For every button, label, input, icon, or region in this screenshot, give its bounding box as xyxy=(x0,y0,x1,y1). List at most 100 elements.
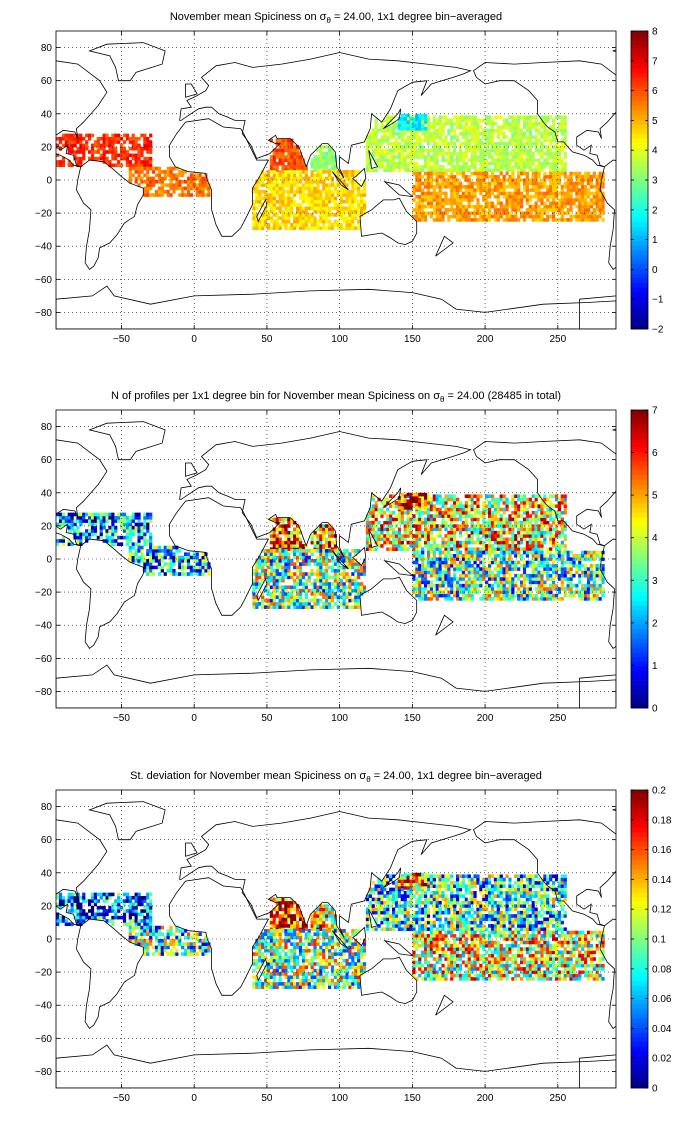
y-tick-label: −80 xyxy=(35,308,52,319)
data-bin xyxy=(511,115,515,120)
data-bin xyxy=(424,138,428,143)
data-bin xyxy=(128,173,132,177)
data-bin xyxy=(560,534,564,538)
data-bin xyxy=(313,602,317,606)
data-bin xyxy=(152,552,156,556)
colorbar-swatch xyxy=(631,114,648,120)
data-bin xyxy=(528,534,532,538)
data-bin xyxy=(505,201,509,206)
data-bin xyxy=(543,191,547,196)
data-bin xyxy=(450,507,454,512)
data-bin xyxy=(342,575,346,580)
data-bin xyxy=(493,501,498,505)
data-bin xyxy=(304,562,308,566)
data-bin xyxy=(482,534,486,538)
data-bin xyxy=(563,168,567,173)
data-bin xyxy=(290,173,294,177)
data-bin xyxy=(342,213,346,217)
data-bin xyxy=(490,148,495,153)
colorbar-swatch xyxy=(631,100,648,106)
data-bin xyxy=(362,588,367,593)
data-bin xyxy=(429,524,434,528)
data-bin xyxy=(278,527,282,532)
data-bin xyxy=(163,176,167,181)
data-bin xyxy=(418,587,422,591)
data-bin xyxy=(482,135,486,139)
data-bin xyxy=(467,158,471,163)
data-bin xyxy=(301,186,306,191)
data-bin xyxy=(557,122,562,126)
data-bin xyxy=(278,196,282,201)
data-bin xyxy=(435,204,439,209)
data-bin xyxy=(508,201,512,206)
data-bin xyxy=(319,530,323,535)
data-bin xyxy=(403,131,407,136)
data-bin xyxy=(421,127,425,131)
data-bin xyxy=(354,559,358,563)
data-bin xyxy=(429,504,434,508)
data-bin xyxy=(438,188,442,192)
data-bin xyxy=(406,547,410,552)
data-bin xyxy=(488,155,492,159)
data-bin xyxy=(362,572,367,576)
data-bin xyxy=(557,181,562,186)
data-bin xyxy=(531,122,535,126)
data-bin xyxy=(467,115,471,120)
data-bin xyxy=(134,166,138,171)
data-bin xyxy=(336,588,340,593)
data-bin xyxy=(278,578,282,583)
data-bin xyxy=(595,201,599,206)
data-bin xyxy=(252,206,256,211)
data-bin xyxy=(125,529,130,533)
data-bin xyxy=(444,534,448,538)
data-bin xyxy=(298,161,303,166)
data-bin xyxy=(473,517,477,522)
data-bin xyxy=(450,540,454,545)
data-bin xyxy=(467,131,471,136)
data-bin xyxy=(82,515,86,520)
data-bin xyxy=(554,540,559,545)
data-bin xyxy=(287,141,291,146)
data-bin xyxy=(473,524,477,528)
data-bin xyxy=(476,524,480,528)
data-bin xyxy=(70,146,74,151)
data-bin xyxy=(464,138,468,143)
data-bin xyxy=(429,514,434,518)
data-bin xyxy=(394,155,399,159)
data-bin xyxy=(499,544,503,548)
data-bin xyxy=(488,128,492,133)
data-bin xyxy=(424,211,428,216)
data-bin xyxy=(540,534,544,538)
data-bin xyxy=(522,194,527,199)
data-bin xyxy=(531,537,535,542)
data-bin xyxy=(557,145,562,149)
data-bin xyxy=(525,497,530,502)
data-bin xyxy=(456,501,460,505)
data-bin xyxy=(134,522,138,527)
data-bin xyxy=(543,204,547,209)
data-bin xyxy=(450,118,454,123)
data-bin xyxy=(473,158,477,163)
data-bin xyxy=(441,211,445,216)
data-bin xyxy=(278,183,282,187)
colorbar-swatch xyxy=(631,63,648,69)
data-bin xyxy=(566,194,570,199)
data-bin xyxy=(488,507,492,512)
data-bin xyxy=(149,143,153,148)
data-bin xyxy=(502,537,506,542)
data-bin xyxy=(281,203,285,207)
data-bin xyxy=(392,527,396,532)
data-bin xyxy=(316,176,320,181)
data-bin xyxy=(342,598,346,603)
data-bin xyxy=(552,191,556,196)
data-bin xyxy=(278,530,282,535)
data-bin xyxy=(467,125,471,129)
data-bin xyxy=(93,532,98,537)
data-bin xyxy=(601,218,605,222)
data-bin xyxy=(525,188,530,192)
data-bin xyxy=(409,530,413,535)
data-bin xyxy=(140,552,144,556)
data-bin xyxy=(298,193,303,197)
data-bin xyxy=(186,189,191,194)
data-bin xyxy=(146,572,150,576)
